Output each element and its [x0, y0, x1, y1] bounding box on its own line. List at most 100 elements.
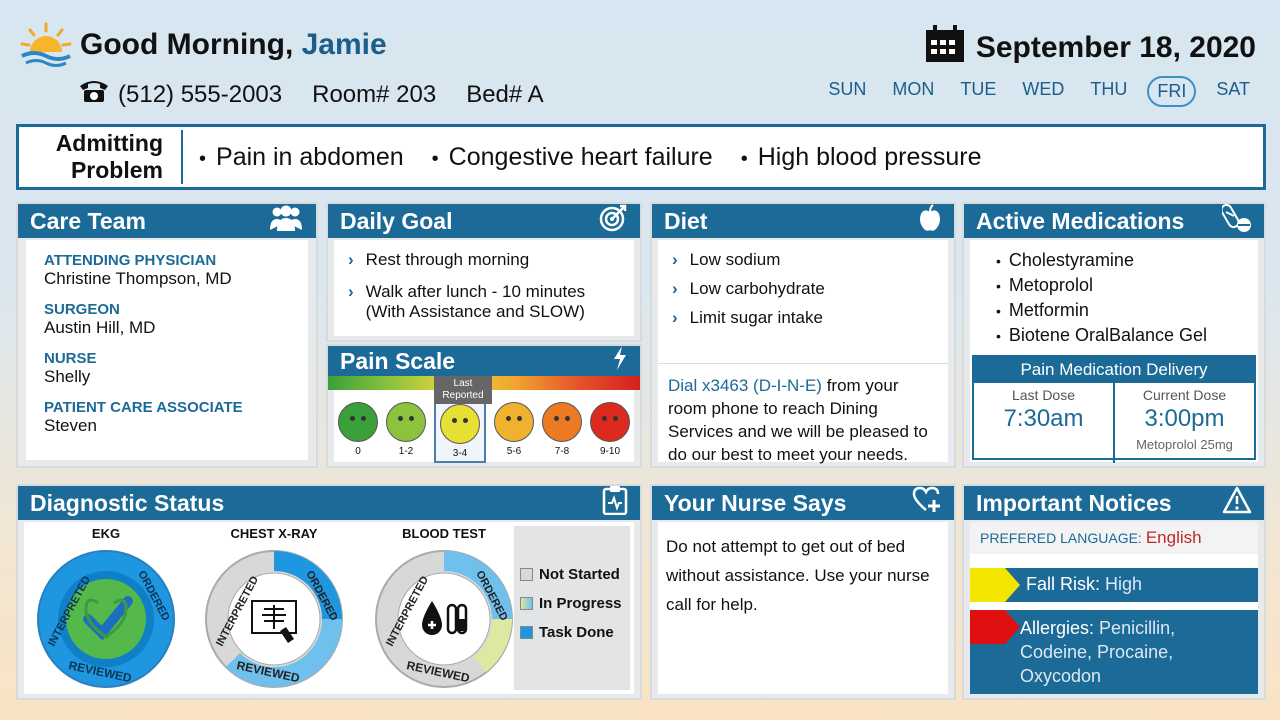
pain-scale-panel: Pain Scale Last Reported 0 1-2 3-4 5-6 7… [326, 344, 642, 468]
medications-title: Active Medications [976, 207, 1185, 234]
daily-goal-title: Daily Goal [340, 207, 453, 234]
active-medications-panel: Active Medications Cholestyramine Metopr… [962, 202, 1266, 468]
chest-xray-ring: INTERPRETED ORDERED REVIEWED [205, 550, 343, 688]
day-sat: SAT [1216, 79, 1250, 99]
pain-scale-title: Pain Scale [340, 347, 456, 374]
pain-face-0[interactable]: 0 [338, 401, 378, 457]
lightning-icon [612, 346, 628, 376]
pain-faces-row: 0 1-2 3-4 5-6 7-8 9-10 [334, 390, 634, 463]
goal-text: Walk after lunch - 10 minutes (With Assi… [365, 282, 586, 321]
fall-risk-flag [970, 568, 1020, 602]
problem-item: High blood pressure [741, 143, 982, 172]
language-value: English [1145, 528, 1202, 547]
pills-icon [1220, 203, 1252, 239]
face-icon [386, 401, 426, 442]
role-pca: PATIENT CARE ASSOCIATE [44, 399, 243, 416]
nurse-says-title: Your Nurse Says [664, 489, 847, 516]
nurse-says-header: Your Nurse Says [652, 486, 954, 520]
allergies-text: Allergies: Penicillin, Codeine, Procaine… [1020, 616, 1250, 688]
dose-columns: Last Dose 7:30am Current Dose 3:00pm Met… [974, 383, 1254, 463]
ekg-gauge: EKG INTERPRETED ORDERED REVIEWED [26, 526, 186, 700]
diagnostic-header: Diagnostic Status [18, 486, 640, 520]
medication-list: Cholestyramine Metoprolol Metformin Biot… [970, 240, 1258, 348]
role-nurse: NURSE [44, 350, 97, 367]
legend-not-started: Not Started [520, 566, 624, 583]
blood-test-gauge: BLOOD TEST INTERPRETED ORDERED REVIEWED [364, 526, 524, 700]
heart-plus-icon [912, 486, 942, 520]
diagnostic-body: EKG INTERPRETED ORDERED REVIEWED CHEST X… [24, 522, 634, 694]
people-icon [268, 204, 304, 238]
face-icon [440, 403, 480, 444]
legend-task-done: Task Done [520, 624, 624, 641]
last-reported-tag: Last Reported [434, 376, 492, 404]
diet-panel: Diet › Low sodium › Low carbohydrate › Limi… [650, 202, 956, 468]
care-team-body: ATTENDING PHYSICIAN Christine Thompson, … [26, 240, 308, 460]
pain-face-9-10[interactable]: 9-10 [590, 401, 630, 457]
notices-header: Important Notices [964, 486, 1264, 520]
allergies-bar: Allergies: Penicillin, Codeine, Procaine… [970, 610, 1258, 694]
medication-item: Metformin [996, 298, 1244, 323]
role-attending: ATTENDING PHYSICIAN [44, 252, 217, 269]
dining-note-text: from your room phone to reach Dining Ser… [668, 376, 928, 464]
test-name: CHEST X-RAY [230, 526, 318, 541]
greeting-text: Good Morning, [80, 28, 294, 61]
allergies-label: Allergies: [1020, 618, 1095, 638]
care-team-title: Care Team [30, 207, 146, 234]
clipboard-icon [602, 485, 628, 521]
goal-text: Rest through morning [365, 250, 530, 269]
goal-item: › Rest through morning [348, 250, 620, 270]
face-icon [542, 401, 582, 442]
pain-scale-header: Pain Scale [328, 346, 640, 376]
phone-info: (512) 555-2003 [78, 78, 282, 111]
pain-face-1-2[interactable]: 1-2 [386, 401, 426, 457]
pain-level-label: 9-10 [599, 445, 620, 457]
date-display: September 18, 2020 [924, 24, 1256, 72]
daily-goal-body: › Rest through morning › Walk after lunch … [334, 240, 634, 336]
current-dose: Current Dose 3:00pm Metoprolol 25mg [1113, 383, 1254, 463]
day-wed: WED [1022, 79, 1065, 99]
name-pca: Steven [44, 416, 97, 435]
chevron-right-icon: › [672, 308, 678, 327]
diet-text: Low sodium [689, 250, 781, 269]
day-fri-today: FRI [1147, 76, 1197, 107]
pain-face-3-4-selected[interactable]: 3-4 [434, 395, 486, 463]
notices-title: Important Notices [976, 489, 1172, 516]
swatch-task-done [520, 626, 533, 639]
pain-face-5-6[interactable]: 5-6 [494, 401, 534, 457]
last-dose-label: Last Dose [1011, 387, 1076, 403]
diet-body: › Low sodium › Low carbohydrate › Limit sug… [658, 240, 948, 464]
current-dose-med: Metoprolol 25mg [1136, 437, 1233, 452]
day-sun: SUN [828, 79, 867, 99]
chevron-right-icon: › [348, 282, 354, 301]
admitting-problem-label: Admitting Problem [23, 130, 183, 184]
delivery-title: Pain Medication Delivery [974, 357, 1254, 383]
bed-number: Bed# A [466, 80, 544, 108]
day-thu: THU [1090, 79, 1128, 99]
diet-list: › Low sodium › Low carbohydrate › Limit sug… [658, 240, 948, 364]
legend-in-progress: In Progress [520, 595, 624, 612]
diet-title: Diet [664, 207, 708, 234]
nurse-says-panel: Your Nurse Says Do not attempt to get ou… [650, 484, 956, 700]
pain-medication-delivery: Pain Medication Delivery Last Dose 7:30a… [972, 355, 1256, 463]
pain-face-7-8[interactable]: 7-8 [542, 401, 582, 457]
allergy-flag [970, 610, 1020, 644]
name-nurse: Shelly [44, 367, 91, 386]
ekg-ring: INTERPRETED ORDERED REVIEWED [37, 550, 175, 688]
telephone-icon [78, 78, 110, 111]
chevron-right-icon: › [672, 250, 678, 269]
face-icon [494, 401, 534, 442]
current-dose-time: 3:00pm [1144, 405, 1225, 432]
day-tue: TUE [960, 79, 997, 99]
pain-level-label: 7-8 [554, 445, 570, 457]
care-team-header: Care Team [18, 204, 316, 238]
face-icon [338, 401, 378, 442]
diet-header: Diet [652, 204, 954, 238]
swatch-in-progress [520, 597, 533, 610]
calendar-icon [924, 24, 966, 72]
admitting-problem-bar: Admitting Problem Pain in abdomen Conges… [16, 124, 1266, 190]
test-name: EKG [91, 526, 121, 541]
care-team-panel: Care Team ATTENDING PHYSICIAN Christine … [16, 202, 318, 468]
medication-item: Biotene OralBalance Gel [996, 323, 1244, 348]
sunrise-icon [20, 22, 72, 70]
dining-phone-link[interactable]: Dial x3463 (D-I-N-E) [668, 376, 822, 395]
